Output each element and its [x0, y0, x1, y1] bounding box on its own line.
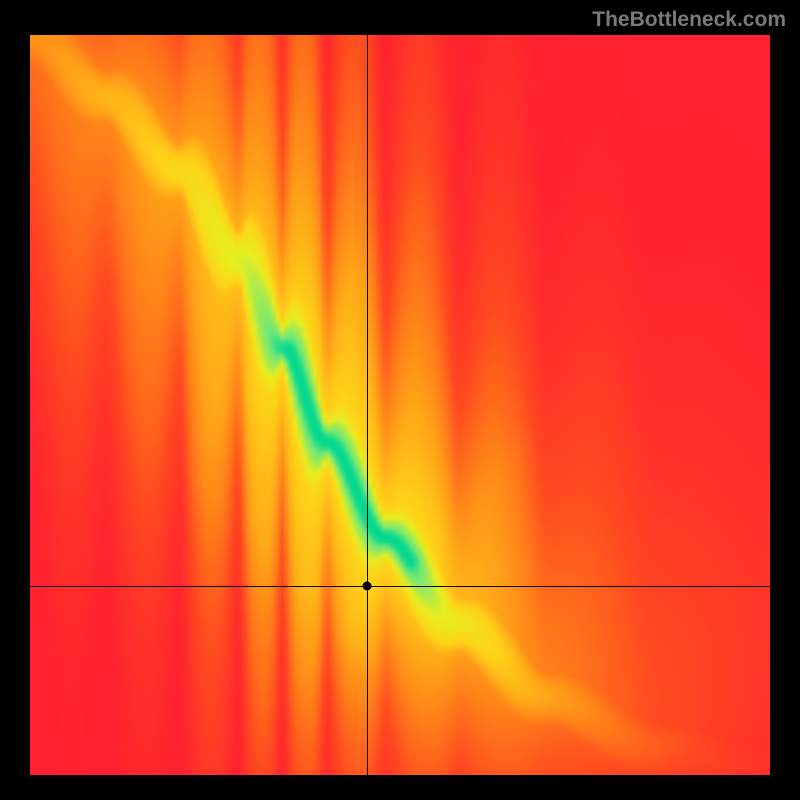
crosshair-horizontal — [30, 586, 770, 587]
selection-marker[interactable] — [362, 582, 371, 591]
watermark-text: TheBottleneck.com — [592, 8, 786, 32]
heatmap-canvas — [30, 35, 770, 775]
bottleneck-heatmap — [30, 35, 770, 775]
crosshair-vertical — [367, 35, 368, 775]
